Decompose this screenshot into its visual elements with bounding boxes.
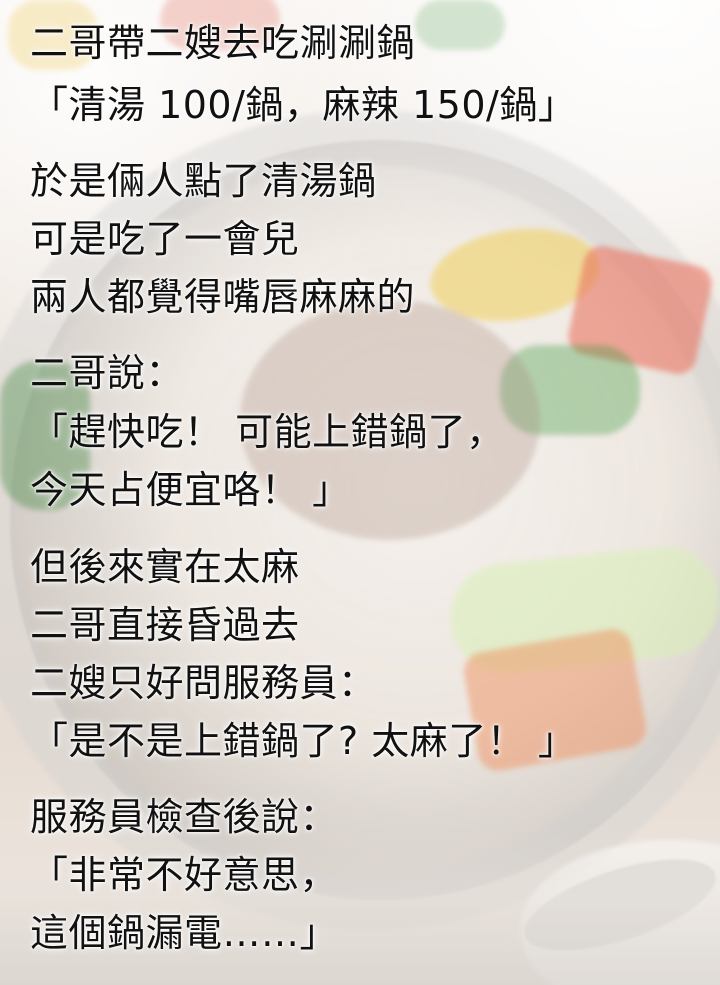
story-line-7: 「趕快吃！ 可能上錯鍋了， xyxy=(30,410,505,454)
story-line-9: 但後來實在太麻 xyxy=(30,545,300,589)
story-line-12: 「是不是上錯鍋了? 太麻了！ 」 xyxy=(30,719,577,763)
story-line-1: 二哥帶二嫂去吃涮涮鍋 xyxy=(30,21,416,65)
food-green xyxy=(415,0,505,50)
story-line-11: 二嫂只好問服務員： xyxy=(30,661,377,705)
story-line-10: 二哥直接昏過去 xyxy=(30,603,300,647)
story-line-3: 於是倆人點了清湯鍋 xyxy=(30,159,377,203)
story-line-8: 今天占便宜咯！ 」 xyxy=(30,468,351,512)
food-red xyxy=(160,0,280,50)
greens-left xyxy=(0,360,90,510)
story-line-6: 二哥說： xyxy=(30,351,185,395)
meat xyxy=(240,300,540,540)
story-line-2: 「清湯 100/鍋，麻辣 150/鍋」 xyxy=(30,83,577,127)
story-line-14: 「非常不好意思， xyxy=(30,853,339,897)
story-line-4: 可是吃了一會兒 xyxy=(30,217,300,261)
story-line-13: 服務員檢查後說： xyxy=(30,795,339,839)
greens-right xyxy=(500,345,640,435)
story-line-5: 兩人都覺得嘴唇麻麻的 xyxy=(30,275,416,319)
bottom-shadow xyxy=(0,825,720,985)
story-line-15: 這個鍋漏電……」 xyxy=(30,911,339,955)
food-yellow xyxy=(8,0,98,70)
